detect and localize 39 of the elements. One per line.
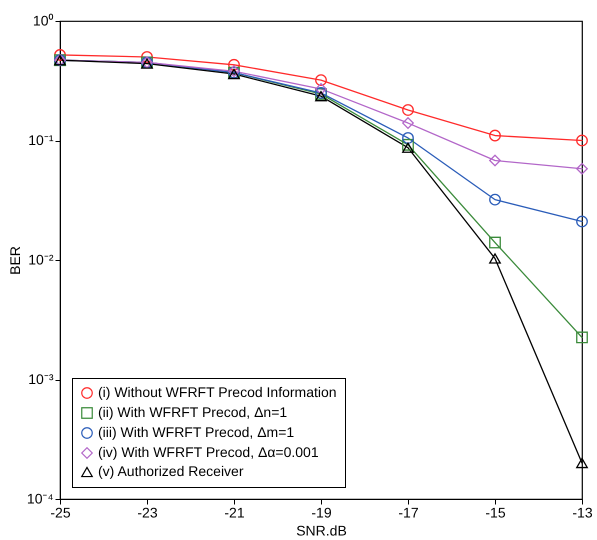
point [489,154,501,166]
point [576,332,588,344]
legend-label: (v) Authorized Receiver [98,463,244,479]
y-tick-label: 10⁻⁴ [26,490,54,506]
point [489,253,501,264]
point [54,49,66,61]
legend-label: (ii) With WFRFT Precod, Δn=1 [98,404,288,420]
y-tick-label: 10⁻² [28,252,54,268]
y-tick-label: 10⁻¹ [28,132,54,148]
point [576,162,588,175]
x-tick-label: -13 [572,504,593,520]
x-tick-label: -23 [137,504,158,520]
x-tick-label: -25 [50,504,71,520]
x-tick-label: -15 [485,504,506,520]
legend-label: (i) Without WFRFT Precod Information [98,384,337,400]
y-tick-label: 10⁻³ [28,371,54,387]
point [489,236,501,248]
point [576,216,588,228]
y-axis-title: BER [6,246,23,275]
x-tick-label: -19 [311,504,332,520]
point [402,104,414,116]
y-tick-label: 10⁰ [32,12,54,28]
x-tick-label: -21 [224,504,245,520]
point [576,458,588,468]
point [228,58,240,71]
point [315,74,327,86]
point [402,117,414,129]
legend-label: (iii) With WFRFT Precod, Δm=1 [98,424,294,440]
point [402,142,414,153]
point [489,130,501,142]
x-tick-label: -17 [398,504,419,520]
point [402,138,414,151]
x-axis-title: SNR.dB [296,522,347,538]
point [402,132,414,144]
point [315,90,327,102]
point [576,134,588,146]
point [315,83,327,95]
legend-label: (iv) With WFRFT Precod, Δα=0.001 [98,444,319,460]
point [489,194,501,206]
